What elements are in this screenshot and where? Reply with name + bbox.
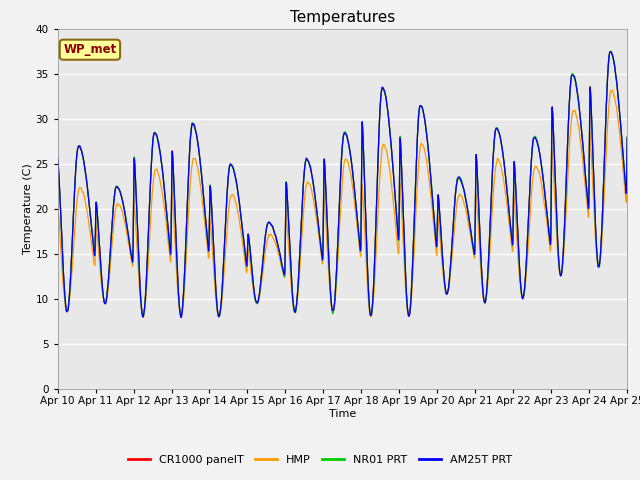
HMP xyxy=(573,116,581,122)
CR1000 panelT xyxy=(589,153,596,158)
HMP xyxy=(372,263,380,268)
CR1000 panelT xyxy=(607,48,614,54)
AM25T PRT xyxy=(623,135,631,141)
CR1000 panelT xyxy=(54,156,61,162)
AM25T PRT xyxy=(508,240,516,246)
Line: CR1000 panelT: CR1000 panelT xyxy=(58,51,627,316)
Legend: CR1000 panelT, HMP, NR01 PRT, AM25T PRT: CR1000 panelT, HMP, NR01 PRT, AM25T PRT xyxy=(124,451,516,469)
AM25T PRT xyxy=(607,49,615,55)
Line: NR01 PRT: NR01 PRT xyxy=(58,51,627,317)
CR1000 panelT xyxy=(215,313,223,319)
AM25T PRT xyxy=(589,153,596,158)
AM25T PRT xyxy=(359,137,367,143)
CR1000 panelT xyxy=(623,133,631,139)
CR1000 panelT xyxy=(573,88,581,94)
HMP xyxy=(623,160,631,166)
NR01 PRT xyxy=(508,240,516,246)
AM25T PRT xyxy=(573,87,581,93)
AM25T PRT xyxy=(372,233,380,239)
HMP xyxy=(609,87,616,93)
X-axis label: Time: Time xyxy=(329,408,356,419)
HMP xyxy=(508,247,516,252)
NR01 PRT xyxy=(607,48,614,54)
NR01 PRT xyxy=(140,314,147,320)
HMP xyxy=(54,203,61,209)
CR1000 panelT xyxy=(359,137,367,143)
CR1000 panelT xyxy=(508,240,516,246)
NR01 PRT xyxy=(589,154,596,159)
HMP xyxy=(213,304,221,310)
NR01 PRT xyxy=(359,138,367,144)
AM25T PRT xyxy=(54,155,61,161)
Line: AM25T PRT: AM25T PRT xyxy=(58,52,627,318)
NR01 PRT xyxy=(213,299,221,305)
Title: Temperatures: Temperatures xyxy=(290,10,395,25)
AM25T PRT xyxy=(177,315,185,321)
HMP xyxy=(140,314,147,320)
Y-axis label: Temperature (C): Temperature (C) xyxy=(22,163,33,254)
NR01 PRT xyxy=(54,158,61,164)
NR01 PRT xyxy=(573,88,581,94)
NR01 PRT xyxy=(372,233,380,239)
Line: HMP: HMP xyxy=(58,90,627,317)
Text: WP_met: WP_met xyxy=(63,43,116,56)
CR1000 panelT xyxy=(372,232,380,238)
CR1000 panelT xyxy=(212,295,220,301)
AM25T PRT xyxy=(213,300,221,305)
NR01 PRT xyxy=(623,134,631,140)
HMP xyxy=(359,196,367,202)
HMP xyxy=(589,186,596,192)
